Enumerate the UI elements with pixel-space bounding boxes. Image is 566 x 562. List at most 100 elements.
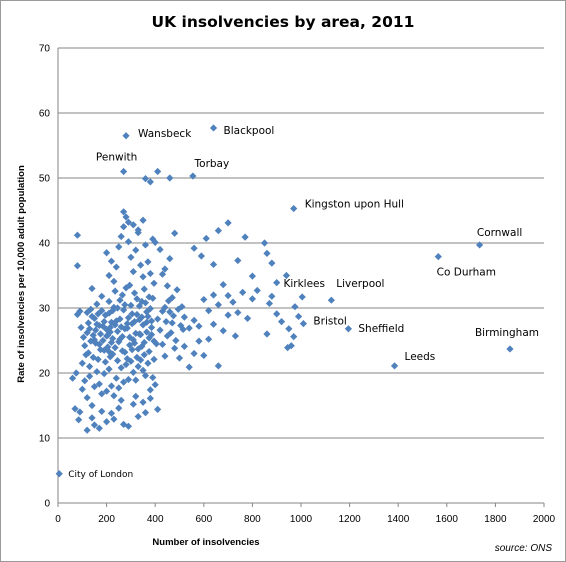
data-point bbox=[96, 330, 105, 338]
data-point bbox=[173, 286, 181, 294]
data-point bbox=[135, 330, 144, 338]
x-tick-label: 1200 bbox=[338, 514, 361, 525]
data-point bbox=[200, 351, 208, 360]
label-kingston-upon-hull: Kingston upon Hull bbox=[305, 199, 404, 211]
data-point bbox=[166, 308, 174, 316]
data-point bbox=[111, 287, 119, 295]
y-tick-label: 10 bbox=[39, 434, 51, 445]
label-birmingham: Birmingham bbox=[475, 327, 539, 339]
label-blackpool: Blackpool bbox=[224, 125, 275, 137]
data-point bbox=[146, 178, 154, 186]
data-point bbox=[133, 353, 141, 361]
data-point bbox=[90, 336, 99, 344]
data-point bbox=[273, 310, 281, 318]
label-sheffield: Sheffield bbox=[358, 323, 404, 335]
data-point bbox=[130, 318, 139, 326]
data-point bbox=[107, 409, 116, 417]
data-point bbox=[200, 295, 208, 304]
data-point bbox=[100, 318, 108, 326]
data-point bbox=[79, 333, 88, 341]
data-point bbox=[263, 249, 271, 257]
data-point bbox=[117, 396, 125, 404]
data-point bbox=[120, 420, 128, 428]
data-point bbox=[149, 373, 157, 382]
data-point bbox=[112, 374, 120, 382]
data-point bbox=[132, 329, 140, 337]
data-point bbox=[121, 348, 129, 356]
data-point bbox=[121, 325, 129, 333]
data-point-penwith bbox=[120, 167, 128, 176]
data-point bbox=[284, 344, 292, 352]
data-point bbox=[107, 338, 116, 347]
data-point bbox=[94, 355, 102, 363]
data-point bbox=[147, 331, 156, 339]
data-point bbox=[132, 392, 140, 400]
data-point bbox=[140, 351, 148, 359]
data-point bbox=[116, 296, 124, 304]
data-point bbox=[110, 303, 118, 311]
x-tick-label: 1800 bbox=[484, 514, 507, 525]
label-wansbeck: Wansbeck bbox=[138, 128, 192, 140]
data-point bbox=[219, 281, 227, 289]
data-point bbox=[123, 320, 131, 328]
label-bristol: Bristol bbox=[313, 316, 346, 328]
data-point bbox=[109, 350, 117, 358]
data-point bbox=[129, 368, 137, 376]
data-point bbox=[71, 405, 79, 413]
data-point-torbay bbox=[189, 172, 197, 180]
y-tick-labels: 0 10 20 30 40 50 60 70 bbox=[39, 44, 51, 510]
data-point bbox=[110, 277, 118, 285]
data-point bbox=[209, 260, 218, 269]
data-point bbox=[90, 314, 99, 322]
data-point bbox=[76, 307, 84, 315]
x-tick-label: 2000 bbox=[533, 514, 556, 525]
data-point bbox=[260, 239, 269, 247]
data-point bbox=[143, 328, 151, 336]
data-points bbox=[68, 167, 303, 434]
data-point bbox=[167, 329, 175, 337]
data-point bbox=[128, 310, 136, 318]
data-point-leeds bbox=[390, 362, 399, 370]
data-point bbox=[100, 370, 108, 378]
data-point bbox=[83, 308, 91, 317]
data-point bbox=[68, 374, 77, 382]
data-point bbox=[139, 216, 147, 224]
data-point bbox=[105, 309, 113, 317]
data-point bbox=[139, 366, 147, 374]
data-point bbox=[294, 312, 303, 321]
data-point bbox=[141, 299, 150, 307]
data-point-city-of-london bbox=[55, 470, 63, 478]
data-point bbox=[122, 284, 130, 292]
x-tick-label: 1000 bbox=[290, 514, 313, 525]
data-point bbox=[132, 376, 140, 384]
label-co-durham: Co Durham bbox=[437, 267, 496, 279]
data-point bbox=[231, 332, 239, 340]
data-point bbox=[277, 318, 286, 326]
data-point bbox=[77, 323, 85, 332]
data-point bbox=[156, 326, 164, 334]
data-point bbox=[243, 314, 252, 322]
data-point bbox=[95, 424, 103, 432]
data-point bbox=[139, 321, 147, 329]
data-point bbox=[150, 355, 158, 363]
data-point bbox=[248, 295, 256, 303]
data-point bbox=[190, 316, 198, 324]
data-point bbox=[124, 314, 133, 322]
data-point bbox=[99, 336, 107, 345]
y-tick-label: 40 bbox=[39, 239, 51, 250]
data-point bbox=[134, 362, 142, 371]
data-point bbox=[84, 319, 92, 327]
data-point bbox=[78, 359, 86, 367]
data-point bbox=[234, 308, 242, 317]
data-point bbox=[145, 293, 153, 301]
data-point bbox=[234, 256, 242, 265]
label-leeds: Leeds bbox=[405, 351, 436, 363]
data-point bbox=[161, 352, 169, 360]
x-tick-label: 600 bbox=[195, 514, 212, 525]
data-point bbox=[168, 319, 176, 327]
data-point bbox=[107, 382, 116, 390]
x-tick-label: 200 bbox=[98, 514, 115, 525]
data-point bbox=[81, 342, 89, 350]
